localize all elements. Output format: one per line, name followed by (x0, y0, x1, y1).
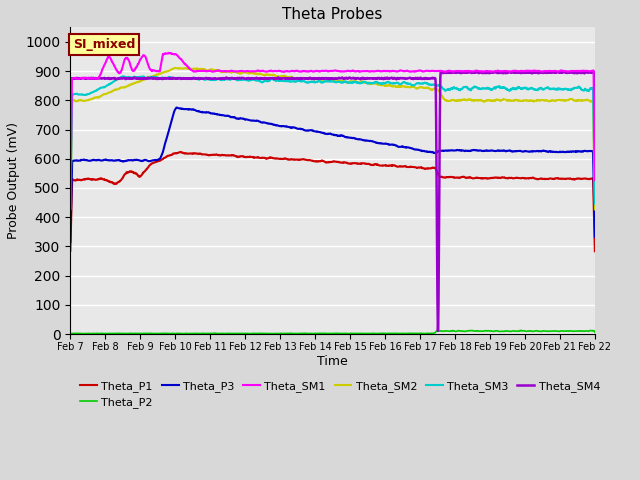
Theta_P2 (321, 330, 329, 336)
Theta_P1 (591, 248, 598, 254)
Theta_SM3 (308, 79, 316, 84)
Theta_SM1 (93, 76, 101, 82)
Theta_P2 (576, 328, 584, 334)
Theta_SM3 (119, 73, 127, 79)
X-axis label: Time: Time (317, 355, 348, 368)
Theta_P3 (308, 128, 316, 133)
Theta_SM3 (480, 86, 488, 92)
Theta_P1 (308, 158, 316, 164)
Theta_SM2 (322, 76, 330, 82)
Theta_P1 (576, 176, 584, 181)
Theta_SM1 (322, 68, 330, 73)
Theta_SM4 (576, 70, 584, 75)
Theta_SM3 (67, 204, 74, 209)
Theta_SM1 (576, 68, 584, 74)
Theta_SM2 (308, 76, 316, 82)
Line: Theta_SM3: Theta_SM3 (70, 76, 595, 206)
Theta_P3 (93, 157, 101, 163)
Line: Theta_SM4: Theta_SM4 (70, 72, 595, 331)
Theta_SM3 (591, 201, 598, 206)
Theta_P2 (591, 329, 598, 335)
Theta_SM3 (322, 79, 330, 84)
Theta_P2 (576, 328, 584, 334)
Line: Theta_P2: Theta_P2 (70, 330, 595, 334)
Theta_P3 (591, 234, 598, 240)
Theta_P1 (480, 176, 488, 181)
Theta_P2 (518, 327, 525, 333)
Theta_SM1 (480, 69, 488, 74)
Theta_SM4 (308, 76, 316, 82)
Theta_P1 (93, 177, 101, 182)
Theta_SM4 (434, 328, 442, 334)
Theta_SM4 (591, 135, 598, 141)
Theta_SM1 (67, 204, 74, 209)
Theta_P3 (322, 131, 330, 137)
Theta_SM1 (165, 50, 173, 56)
Theta_SM4 (576, 70, 584, 76)
Theta_SM2 (93, 94, 101, 100)
Theta_P1 (67, 248, 74, 254)
Theta_SM2 (67, 206, 74, 212)
Theta_P2 (93, 330, 101, 336)
Line: Theta_SM1: Theta_SM1 (70, 53, 595, 206)
Theta_SM2 (591, 206, 598, 212)
Theta_P3 (173, 105, 180, 110)
Theta_SM3 (576, 84, 584, 90)
Theta_P2 (67, 331, 74, 336)
Theta_SM4 (480, 70, 488, 75)
Theta_SM4 (67, 204, 74, 209)
Theta_SM1 (591, 178, 598, 183)
Line: Theta_P1: Theta_P1 (70, 152, 595, 251)
Line: Theta_SM2: Theta_SM2 (70, 68, 595, 209)
Theta_P3 (576, 149, 584, 155)
Theta_SM1 (308, 68, 316, 74)
Theta_SM3 (576, 85, 584, 91)
Theta_P1 (576, 176, 584, 181)
Legend: Theta_P1, Theta_P2, Theta_P3, Theta_SM1, Theta_SM2, Theta_SM3, Theta_SM4: Theta_P1, Theta_P2, Theta_P3, Theta_SM1,… (76, 376, 605, 413)
Theta_SM2 (576, 98, 584, 104)
Theta_P1 (177, 149, 184, 155)
Theta_SM2 (172, 65, 179, 71)
Y-axis label: Probe Output (mV): Probe Output (mV) (7, 122, 20, 239)
Theta_P3 (480, 148, 488, 154)
Theta_SM4 (93, 76, 101, 82)
Theta_SM4 (582, 69, 589, 74)
Theta_P3 (67, 239, 74, 245)
Theta_P2 (479, 328, 487, 334)
Theta_P3 (576, 148, 584, 154)
Line: Theta_P3: Theta_P3 (70, 108, 595, 242)
Text: SI_mixed: SI_mixed (73, 38, 135, 51)
Theta_SM1 (576, 68, 584, 74)
Theta_P1 (322, 159, 330, 165)
Title: Theta Probes: Theta Probes (282, 7, 383, 22)
Theta_SM3 (93, 87, 101, 93)
Theta_P2 (308, 331, 316, 336)
Theta_SM4 (321, 75, 329, 81)
Theta_SM2 (576, 97, 584, 103)
Theta_SM2 (480, 98, 488, 104)
